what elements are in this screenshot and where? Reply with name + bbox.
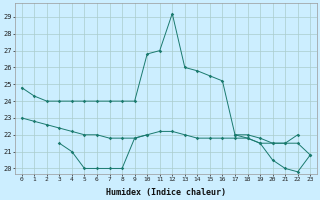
X-axis label: Humidex (Indice chaleur): Humidex (Indice chaleur) — [106, 188, 226, 197]
